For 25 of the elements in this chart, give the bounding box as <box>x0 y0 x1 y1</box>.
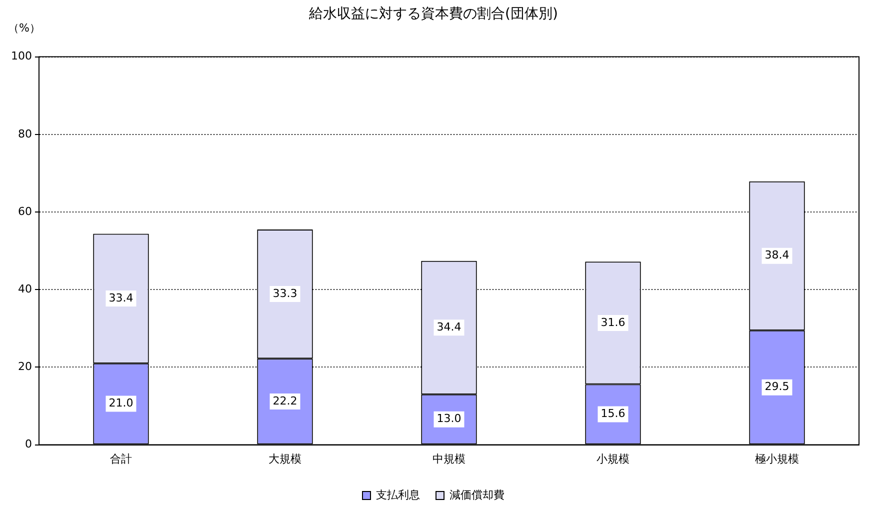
y-tick-label: 100 <box>10 50 32 63</box>
y-tick-label: 0 <box>24 438 32 451</box>
y-tick-label: 80 <box>18 127 32 140</box>
x-tick-label: 中規模 <box>432 452 466 466</box>
data-label: 21.0 <box>108 396 134 410</box>
x-tick-label: 合計 <box>110 452 132 466</box>
y-tick-label: 40 <box>18 282 32 296</box>
data-label: 15.6 <box>600 407 626 420</box>
x-tick-label: 大規模 <box>268 452 302 466</box>
data-label: 33.3 <box>272 286 298 300</box>
data-label: 29.5 <box>764 380 790 394</box>
data-label: 31.6 <box>600 316 626 329</box>
legend-label: 支払利息 <box>376 488 420 502</box>
x-tick-label: 小規模 <box>596 452 630 466</box>
y-tick-label: 60 <box>18 204 32 218</box>
data-label: 22.2 <box>272 394 298 408</box>
chart-title: 給水収益に対する資本費の割合(団体別) <box>308 6 558 22</box>
data-label: 13.0 <box>436 412 462 426</box>
legend-label: 減価償却費 <box>450 488 504 502</box>
data-label: 38.4 <box>764 248 790 262</box>
data-label: 34.4 <box>436 320 462 334</box>
data-label: 33.4 <box>108 291 134 304</box>
y-tick-label: 20 <box>18 360 32 374</box>
y-axis-title: （%） <box>8 22 40 35</box>
x-tick-label: 極小規模 <box>755 452 799 466</box>
